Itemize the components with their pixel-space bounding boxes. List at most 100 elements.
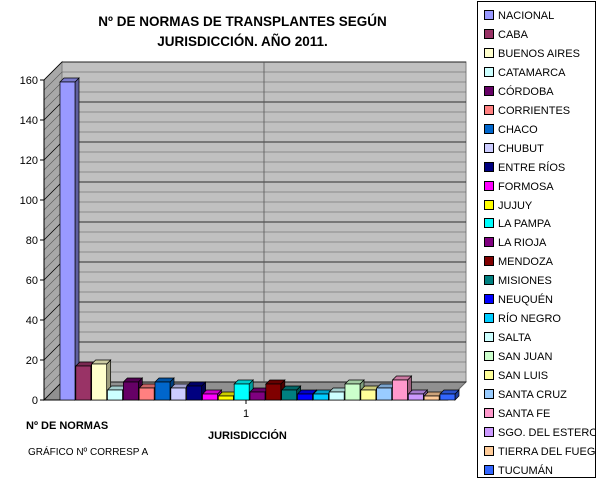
y-tick-label: 120	[20, 155, 38, 167]
chart-title-line-2: JURISDICCIÓN. AÑO 2011.	[157, 34, 328, 49]
legend-label: CABA	[498, 28, 528, 41]
legend-swatch	[484, 426, 494, 437]
legend-item: SANTA FE	[484, 407, 550, 421]
legend-swatch	[484, 445, 494, 456]
legend-label: SANTA FE	[498, 407, 551, 420]
legend-label: RÍO NEGRO	[498, 313, 561, 326]
legend-item: SAN JUAN	[484, 350, 552, 364]
legend-swatch	[484, 332, 494, 343]
legend-swatch	[484, 351, 494, 362]
bar	[439, 389, 460, 401]
legend-item: SAN LUIS	[484, 369, 548, 383]
legend-swatch	[484, 85, 494, 96]
legend-swatch	[484, 256, 494, 267]
chart-title: Nº DE NORMAS DE TRANSPLANTES SEGÚN JURIS…	[20, 12, 465, 52]
legend-item: RÍO NEGRO	[484, 312, 561, 326]
legend-swatch	[484, 142, 494, 153]
legend-item: NACIONAL	[484, 9, 554, 23]
bar	[233, 379, 255, 401]
gridline	[43, 71, 466, 91]
legend-swatch	[484, 389, 494, 399]
legend-swatch	[484, 10, 494, 20]
legend-item: ENTRE RÍOS	[484, 161, 565, 175]
legend-label: LA RIOJA	[498, 237, 547, 250]
plot-area: 0 20 40 60 80 100 120 140 160 1	[20, 60, 468, 420]
y-tick-label: 20	[26, 355, 38, 367]
legend-label: NEUQUÉN	[498, 294, 554, 307]
legend-label: MISIONES	[498, 275, 552, 288]
legend-swatch	[484, 28, 494, 39]
y-tick-label: 140	[20, 115, 38, 127]
legend-item: CHACO	[484, 123, 538, 137]
y-tick-label: 160	[20, 75, 38, 87]
legend-label: TUCUMÁN	[498, 464, 553, 477]
y-tick-label: 0	[32, 395, 38, 407]
legend-label: CATAMARCA	[498, 66, 566, 79]
legend-swatch	[484, 313, 494, 324]
legend-label: SGO. DEL ESTERO	[498, 426, 596, 439]
legend-swatch	[484, 407, 494, 418]
legend-label: NACIONAL	[498, 10, 555, 22]
y-tick-label: 80	[26, 235, 38, 247]
legend-item: BUENOS AIRES	[484, 47, 580, 61]
legend-swatch	[484, 180, 494, 191]
legend-swatch	[484, 464, 494, 475]
legend-label: BUENOS AIRES	[498, 47, 580, 60]
legend-label: SAN LUIS	[498, 370, 549, 383]
legend-label: SAN JUAN	[498, 351, 553, 364]
legend-swatch	[484, 370, 494, 381]
y-tick-label: 40	[26, 315, 38, 327]
chart-title-line-1: Nº DE NORMAS DE TRANSPLANTES SEGÚN	[98, 14, 387, 29]
y-tick-label: 100	[20, 195, 38, 207]
legend: NACIONAL CABA BUENOS AIRES CATAMARCA CÓRDOBA…	[477, 1, 596, 478]
legend-swatch	[484, 218, 494, 229]
legend-label: FORMOSA	[498, 180, 554, 193]
chart-walls	[42, 60, 468, 402]
legend-swatch	[484, 294, 494, 305]
legend-swatch	[484, 237, 494, 248]
legend-swatch	[484, 199, 494, 210]
legend-swatch	[484, 104, 494, 115]
legend-item: SANTA CRUZ	[484, 388, 567, 402]
legend-item: NEUQUÉN	[484, 293, 553, 307]
legend-item: CÓRDOBA	[484, 85, 554, 99]
legend-label: JUJUY	[498, 199, 533, 212]
x-axis-ticks: 1	[243, 400, 249, 420]
legend-label: CHACO	[498, 123, 538, 136]
bars	[59, 77, 460, 401]
legend-label: MENDOZA	[498, 256, 553, 269]
y-axis-ticks: 0 20 40 60 80 100 120 140 160	[20, 75, 44, 407]
legend-item: CABA	[484, 28, 528, 42]
chart-note: GRÁFICO Nº CORRESP A	[28, 447, 149, 458]
legend-item: MENDOZA	[484, 255, 553, 269]
legend-item: MISIONES	[484, 274, 552, 288]
legend-label: CÓRDOBA	[498, 85, 554, 98]
legend-item: CORRIENTES	[484, 104, 570, 118]
legend-item: CHUBUT	[484, 142, 544, 156]
legend-item: CATAMARCA	[484, 66, 565, 80]
legend-item: SALTA	[484, 331, 531, 345]
legend-item: TIERRA DEL FUEGO	[484, 445, 596, 459]
legend-label: TIERRA DEL FUEGO	[498, 445, 596, 458]
legend-item: TUCUMÁN	[484, 464, 553, 477]
legend-swatch	[484, 275, 494, 286]
legend-label: SANTA CRUZ	[498, 389, 567, 401]
gridline	[43, 61, 466, 81]
legend-label: LA PAMPA	[498, 218, 551, 231]
legend-swatch	[484, 123, 494, 134]
legend-swatch	[484, 66, 494, 77]
legend-label: SALTA	[498, 332, 532, 345]
legend-label: CORRIENTES	[498, 104, 571, 117]
bar	[59, 77, 80, 401]
legend-item: LA RIOJA	[484, 236, 546, 250]
legend-label: CHUBUT	[498, 142, 544, 155]
legend-swatch	[484, 161, 494, 172]
legend-item: FORMOSA	[484, 180, 554, 194]
legend-item: JUJUY	[484, 199, 532, 213]
legend-item: SGO. DEL ESTERO	[484, 426, 596, 440]
legend-swatch	[484, 47, 494, 58]
legend-label: ENTRE RÍOS	[498, 161, 566, 174]
legend-item: LA PAMPA	[484, 217, 551, 231]
x-tick-label: 1	[243, 408, 249, 420]
y-tick-label: 60	[26, 275, 38, 287]
